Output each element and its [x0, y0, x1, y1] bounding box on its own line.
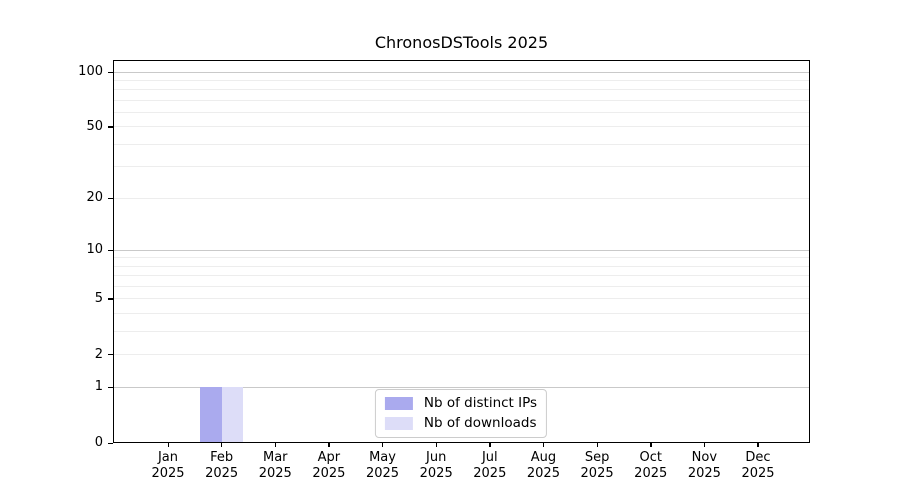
x-tick-year: 2025	[634, 466, 668, 481]
x-tick-month: Jan	[157, 450, 179, 465]
x-tick-month: Jul	[481, 450, 498, 465]
y-tick-mark	[108, 126, 113, 128]
major-gridline	[113, 71, 810, 73]
plot-area	[113, 60, 810, 443]
minor-gridline	[113, 89, 810, 91]
x-tick-month: Dec	[745, 450, 771, 465]
minor-gridline	[113, 166, 810, 168]
x-tick-year: 2025	[365, 466, 400, 481]
y-tick-label: 10	[86, 242, 103, 258]
legend-item-nb-of-downloads: Nb of downloads	[384, 415, 537, 432]
x-tick-mark	[489, 443, 491, 447]
y-tick-mark	[108, 298, 113, 300]
minor-gridline	[113, 298, 810, 300]
x-tick-year: 2025	[151, 466, 185, 481]
bar-nb-of-distinct-ips-feb-2025	[200, 387, 222, 443]
x-tick-label-dec: Dec 2025	[726, 450, 790, 482]
minor-gridline	[113, 79, 810, 81]
x-tick-label-oct: Oct 2025	[619, 450, 683, 482]
y-tick-mark	[108, 197, 113, 200]
minor-gridline	[113, 126, 810, 128]
legend-item-nb-of-distinct-ips: Nb of distinct IPs	[384, 395, 538, 412]
legend: Nb of distinct IPs Nb of downloads	[374, 389, 548, 438]
y-tick-label: 100	[78, 64, 103, 79]
x-tick-year: 2025	[580, 466, 614, 481]
minor-gridline	[113, 197, 810, 199]
legend-swatch-icon	[384, 417, 413, 430]
y-tick-label: 5	[94, 290, 103, 306]
x-tick-month: Mar	[263, 450, 288, 465]
minor-gridline	[113, 286, 810, 288]
minor-gridline	[113, 265, 810, 267]
x-tick-year: 2025	[526, 466, 560, 481]
y-tick-label: 1	[94, 379, 103, 395]
x-tick-mark	[328, 443, 330, 447]
x-tick-label-nov: Nov 2025	[672, 450, 736, 482]
minor-gridline	[113, 143, 810, 145]
y-tick-mark	[108, 71, 113, 73]
legend-label: Nb of distinct IPs	[423, 395, 538, 411]
x-tick-mark	[167, 443, 169, 447]
y-tick-label: 0	[94, 435, 103, 450]
x-tick-month: Oct	[639, 450, 662, 465]
x-tick-mark	[757, 443, 759, 447]
x-tick-label-mar: Mar 2025	[243, 450, 307, 482]
minor-gridline	[113, 99, 810, 101]
chart-title: ChronosDSTools 2025	[374, 33, 549, 52]
x-tick-mark	[596, 443, 598, 447]
x-tick-year: 2025	[312, 466, 346, 481]
minor-gridline	[113, 354, 810, 356]
minor-gridline	[113, 112, 810, 114]
x-tick-month: Sep	[584, 450, 610, 465]
y-tick-mark	[108, 249, 113, 252]
x-tick-year: 2025	[687, 466, 721, 481]
legend-swatch-icon	[384, 397, 413, 410]
legend-label: Nb of downloads	[423, 415, 537, 431]
x-tick-label-jul: Jul 2025	[458, 450, 522, 482]
minor-gridline	[113, 313, 810, 315]
x-tick-label-sep: Sep 2025	[565, 450, 629, 482]
x-tick-month: May	[369, 450, 396, 465]
minor-gridline	[113, 331, 810, 333]
y-tick-label: 50	[86, 118, 103, 134]
x-tick-label-jun: Jun 2025	[404, 450, 468, 482]
x-tick-mark	[703, 443, 706, 447]
x-tick-month: Nov	[691, 450, 718, 465]
x-tick-label-may: May 2025	[351, 450, 415, 482]
x-tick-month: Aug	[530, 450, 557, 465]
x-tick-label-apr: Apr 2025	[297, 450, 361, 482]
y-tick-label: 2	[94, 346, 103, 362]
x-tick-month: Apr	[317, 450, 341, 465]
x-tick-year: 2025	[419, 466, 453, 481]
minor-gridline	[113, 275, 810, 277]
y-tick-label: 20	[86, 190, 103, 206]
major-gridline	[113, 249, 810, 251]
x-tick-mark	[382, 443, 384, 447]
x-tick-mark	[650, 443, 652, 447]
y-tick-mark	[108, 354, 113, 356]
y-tick-mark	[108, 442, 113, 444]
minor-gridline	[113, 257, 810, 259]
x-tick-mark	[221, 443, 223, 447]
x-tick-month: Jun	[426, 450, 447, 465]
x-tick-label-aug: Aug 2025	[511, 450, 575, 482]
x-tick-year: 2025	[741, 466, 775, 481]
x-tick-mark	[274, 443, 277, 447]
x-tick-label-feb: Feb 2025	[190, 450, 254, 482]
x-tick-label-jan: Jan 2025	[136, 450, 200, 482]
y-tick-mark	[108, 386, 113, 389]
x-tick-year: 2025	[258, 466, 292, 481]
x-tick-year: 2025	[205, 466, 239, 481]
major-gridline	[113, 386, 810, 388]
x-tick-month: Feb	[210, 450, 234, 465]
x-tick-mark	[542, 443, 545, 447]
x-tick-mark	[435, 443, 437, 447]
x-tick-year: 2025	[473, 466, 507, 481]
bar-nb-of-downloads-feb-2025	[221, 387, 244, 443]
